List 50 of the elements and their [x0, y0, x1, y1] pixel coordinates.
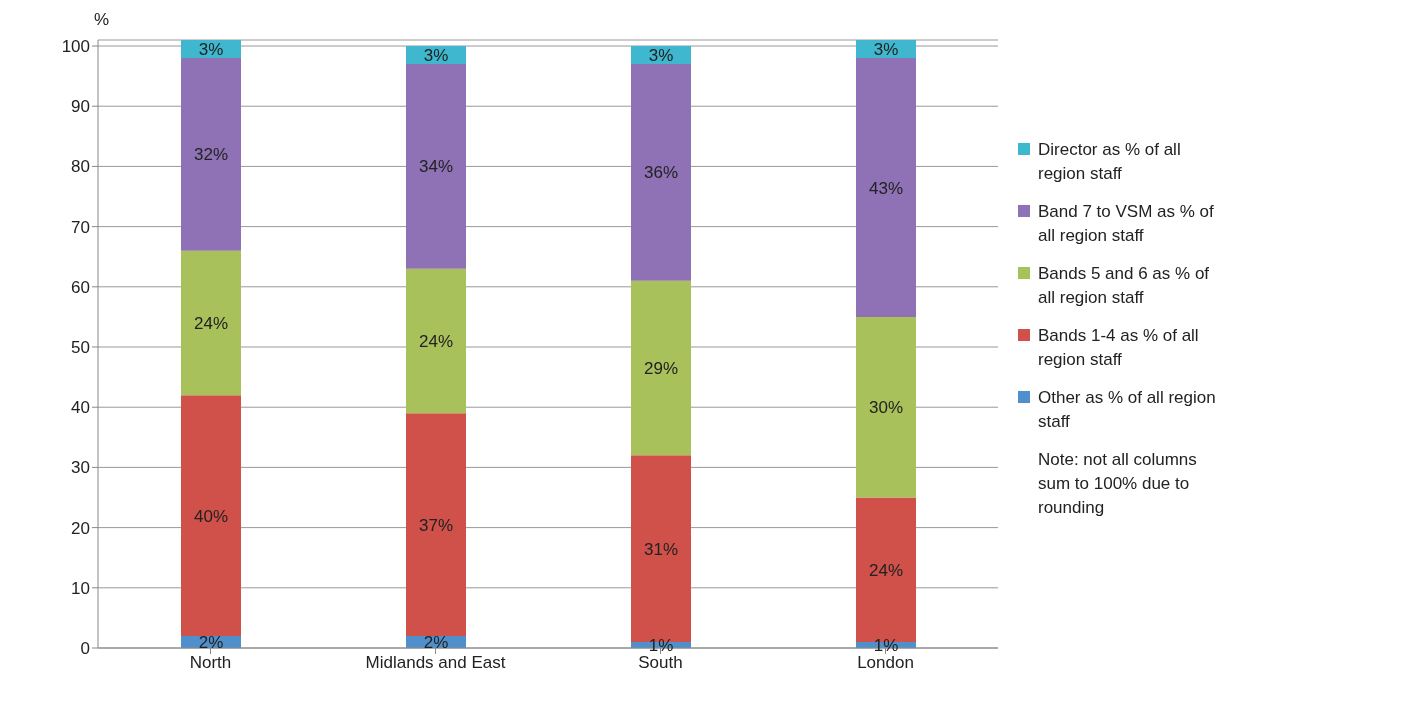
x-tick-label: North	[189, 653, 232, 673]
data-label: 30%	[868, 398, 904, 418]
data-label: 24%	[868, 560, 904, 580]
y-tick-label: 0	[80, 639, 90, 659]
y-tick-label: 80	[71, 157, 90, 177]
y-tick-label: 90	[71, 97, 90, 117]
data-label: 37%	[418, 515, 454, 535]
x-tick-label: South	[638, 653, 683, 673]
bar	[631, 64, 691, 281]
y-tick-label: 40	[71, 398, 90, 418]
data-label: 2%	[423, 633, 449, 653]
bar	[181, 395, 241, 636]
data-label: 24%	[193, 313, 229, 333]
bar	[856, 58, 916, 317]
data-label: 31%	[643, 539, 679, 559]
bar	[181, 250, 241, 396]
data-label: 24%	[418, 332, 454, 352]
y-tick-label: 20	[71, 518, 90, 538]
data-label: 34%	[418, 157, 454, 177]
legend-label: Band 7 to VSM as % of all region staff	[1038, 201, 1215, 247]
data-label: 36%	[643, 163, 679, 183]
bar	[181, 58, 241, 251]
data-label: 3%	[873, 40, 899, 60]
data-label: 2%	[198, 633, 224, 653]
bar	[406, 413, 466, 636]
legend-label: Other as % of all region staff	[1038, 387, 1217, 433]
y-tick-label: 50	[71, 338, 90, 358]
legend-label: Bands 1-4 as % of all region staff	[1038, 325, 1200, 371]
data-label: 3%	[198, 40, 224, 60]
data-label: 40%	[193, 506, 229, 526]
y-tick-label: 70	[71, 217, 90, 237]
y-tick-label: 10	[71, 578, 90, 598]
data-label: 3%	[648, 46, 674, 66]
data-label: 3%	[423, 46, 449, 66]
y-tick-label: 30	[71, 458, 90, 478]
bar	[856, 316, 916, 498]
x-tick-label: Midlands and East	[365, 653, 506, 673]
text: Note: not all columns sum to 100% due to rounding	[1038, 449, 1198, 519]
bar	[406, 64, 466, 269]
data-label: 43%	[868, 178, 904, 198]
data-label: 29%	[643, 359, 679, 379]
legend-label: Bands 5 and 6 as % of all region staff	[1038, 263, 1211, 309]
bar	[631, 280, 691, 456]
y-tick-label: 60	[71, 277, 90, 297]
data-label: 32%	[193, 145, 229, 165]
y-axis-title: %	[94, 10, 110, 30]
y-tick-label: 100	[61, 37, 90, 57]
legend-label: Director as % of all region staff	[1038, 139, 1182, 185]
bar	[406, 268, 466, 414]
x-tick-label: London	[857, 653, 914, 673]
